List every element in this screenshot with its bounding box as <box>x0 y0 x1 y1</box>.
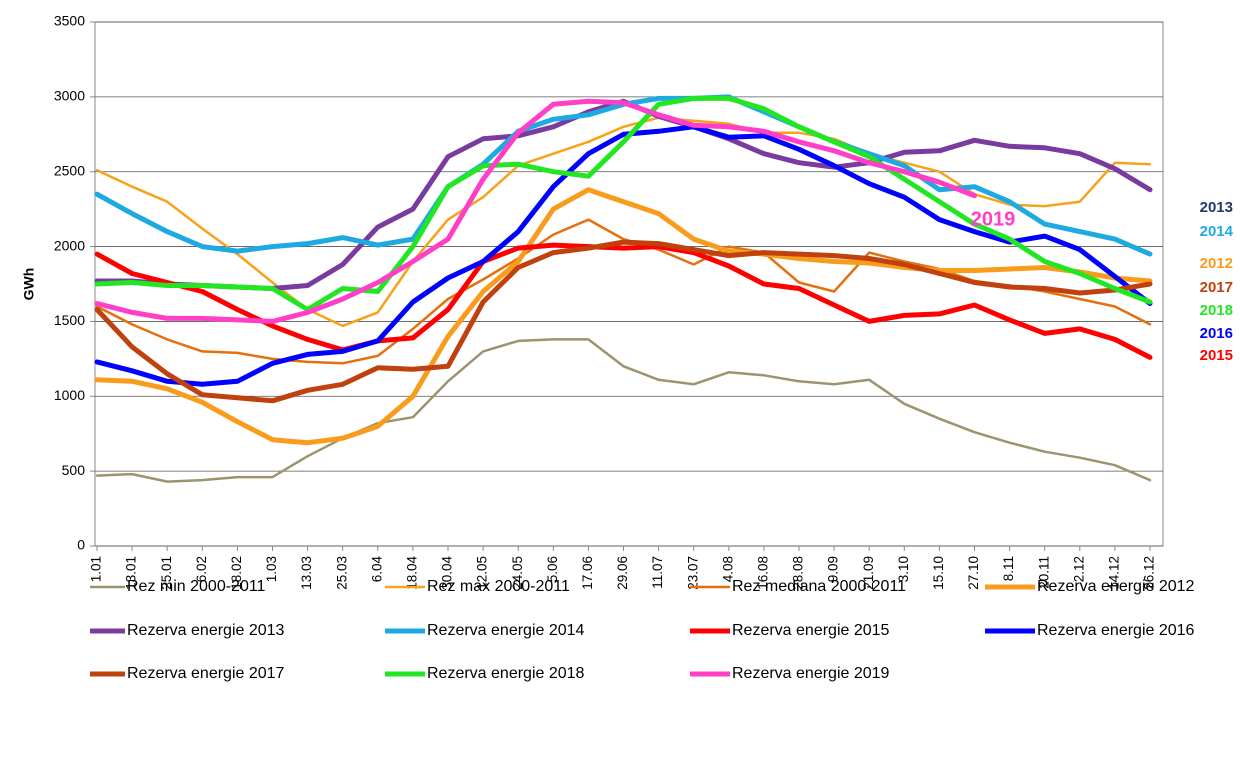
annotation: 2012 <box>1200 255 1233 272</box>
series-line <box>94 239 1153 404</box>
annotation: 2015 <box>1200 347 1233 364</box>
y-tick-label: 3000 <box>54 88 85 104</box>
x-tick-label: 11.07 <box>650 556 665 589</box>
annotation: 2013 <box>1200 199 1233 216</box>
legend-label: Rezerva energie 2013 <box>127 622 285 639</box>
x-tick-label: 17.06 <box>580 556 595 590</box>
y-tick-label: 2500 <box>54 162 85 178</box>
x-tick-label: 27.10 <box>966 556 981 590</box>
x-tick-label: 12.05 <box>475 556 490 590</box>
y-axis-label: GWh <box>21 268 37 301</box>
y-tick-label: 2000 <box>54 237 85 253</box>
x-tick-label: 21.09 <box>861 556 876 590</box>
y-tick-label: 1000 <box>54 387 85 403</box>
annotation: 2017 <box>1200 279 1233 296</box>
y-tick-label: 0 <box>77 537 85 553</box>
legend-label: Rezerva energie 2016 <box>1037 622 1195 639</box>
series-line <box>94 98 977 324</box>
series-line <box>94 95 1153 312</box>
annotation: 2014 <box>1200 223 1234 240</box>
y-tick-label: 3500 <box>54 13 85 29</box>
x-tick-label: 13.03 <box>299 556 314 590</box>
x-tick-label: 28.08 <box>791 556 806 590</box>
annotation: 2018 <box>1200 302 1233 319</box>
x-tick-label: 2.12 <box>1071 556 1086 582</box>
x-tick-label: 25.03 <box>334 556 349 590</box>
x-tick-label: 3.10 <box>896 556 911 582</box>
annotation: 2016 <box>1200 325 1233 342</box>
x-tick-label: 13.01 <box>124 556 139 590</box>
annotation: 2019 <box>971 208 1016 230</box>
x-tick-label: 16.08 <box>755 556 770 590</box>
x-tick-label: 29.06 <box>615 556 630 590</box>
x-tick-label: 24.05 <box>510 556 525 590</box>
x-tick-label: 23.07 <box>685 556 700 590</box>
series-line <box>94 187 1153 446</box>
x-tick-label: 9.09 <box>826 556 841 582</box>
x-tick-label: 4.08 <box>720 556 735 582</box>
x-tick-label: 6.02 <box>194 556 209 582</box>
legend-label: Rezerva energie 2014 <box>427 622 585 639</box>
x-tick-label: 8.11 <box>1001 556 1016 581</box>
series-line <box>95 338 1152 483</box>
legend-label: Rezerva energie 2012 <box>1037 578 1195 595</box>
x-tick-label: 25.01 <box>159 556 174 590</box>
series-line <box>94 242 1153 360</box>
legend-label: Rez max 2000-2011 <box>427 578 570 595</box>
x-tick-label: 26.12 <box>1142 556 1157 590</box>
x-tick-label: 15.10 <box>931 556 946 590</box>
x-tick-label: 1.01 <box>89 556 104 582</box>
legend-label: Rezerva energie 2017 <box>127 665 285 682</box>
legend-label: Rezerva energie 2018 <box>427 665 585 682</box>
x-tick-label: 14.12 <box>1106 556 1121 590</box>
x-tick-label: 6.04 <box>369 556 384 583</box>
x-tick-label: 18.02 <box>229 556 244 590</box>
x-tick-label: 30.04 <box>440 556 455 590</box>
x-tick-label: 1.03 <box>264 556 279 582</box>
x-tick-label: 18.04 <box>404 556 419 590</box>
x-tick-label: 20.11 <box>1036 556 1051 589</box>
series-line <box>94 124 1153 387</box>
legend-label: Rezerva energie 2015 <box>732 622 890 639</box>
y-tick-label: 500 <box>62 462 86 478</box>
legend-label: Rezerva energie 2019 <box>732 665 890 682</box>
legend-label: Rez mediana 2000-2011 <box>732 578 906 595</box>
x-tick-label: 5.06 <box>545 556 560 582</box>
legend-label: Rez min 2000-2011 <box>127 578 266 595</box>
y-tick-label: 1500 <box>54 312 85 328</box>
